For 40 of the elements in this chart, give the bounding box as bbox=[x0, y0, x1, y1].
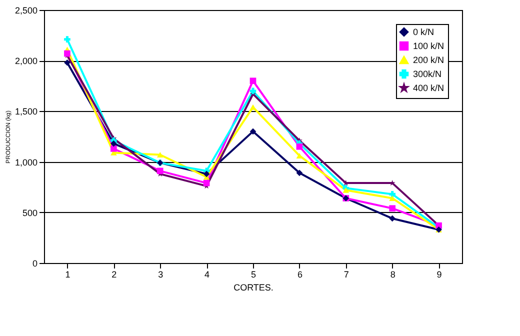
x-tick-label: 1 bbox=[65, 270, 70, 280]
x-tick-label: 9 bbox=[436, 270, 442, 280]
point bbox=[342, 187, 350, 193]
point bbox=[110, 145, 117, 152]
point bbox=[250, 104, 256, 110]
x-tick-label: 5 bbox=[250, 270, 256, 280]
point bbox=[296, 170, 303, 176]
point bbox=[389, 195, 396, 201]
point bbox=[296, 143, 303, 150]
x-axis-title: CORTES. bbox=[234, 282, 274, 292]
point bbox=[64, 59, 70, 66]
x-tick-label: 8 bbox=[390, 270, 396, 280]
y-tick-label: 1,500 bbox=[14, 106, 38, 117]
legend-label: 400 k/N bbox=[413, 83, 444, 93]
point bbox=[389, 191, 396, 198]
legend-label: 0 k/N bbox=[413, 27, 434, 37]
legend-label: 200 k/N bbox=[413, 55, 444, 65]
x-tick-label: 6 bbox=[297, 270, 302, 280]
point bbox=[250, 128, 256, 135]
x-tick-label: 7 bbox=[344, 270, 349, 280]
y-tick-label: 2,000 bbox=[14, 56, 38, 66]
point bbox=[110, 140, 117, 147]
point bbox=[389, 215, 396, 222]
point bbox=[250, 88, 256, 94]
x-tick-label: 3 bbox=[158, 270, 164, 280]
point bbox=[203, 180, 210, 186]
point bbox=[250, 78, 256, 84]
point bbox=[156, 168, 164, 174]
point bbox=[64, 36, 70, 43]
x-tick-label: 2 bbox=[112, 270, 117, 280]
point bbox=[156, 152, 164, 158]
legend-label: 100 k/N bbox=[413, 41, 444, 51]
legend-label: 300k/N bbox=[413, 69, 442, 79]
y-tick-label: 0 bbox=[32, 258, 38, 268]
point bbox=[389, 205, 396, 212]
y-tick-label: 1,000 bbox=[14, 157, 38, 168]
point bbox=[203, 170, 210, 178]
x-tick-label: 4 bbox=[204, 270, 210, 280]
y-tick-label: 500 bbox=[22, 208, 38, 218]
y-tick-label: 2,500 bbox=[14, 6, 38, 16]
